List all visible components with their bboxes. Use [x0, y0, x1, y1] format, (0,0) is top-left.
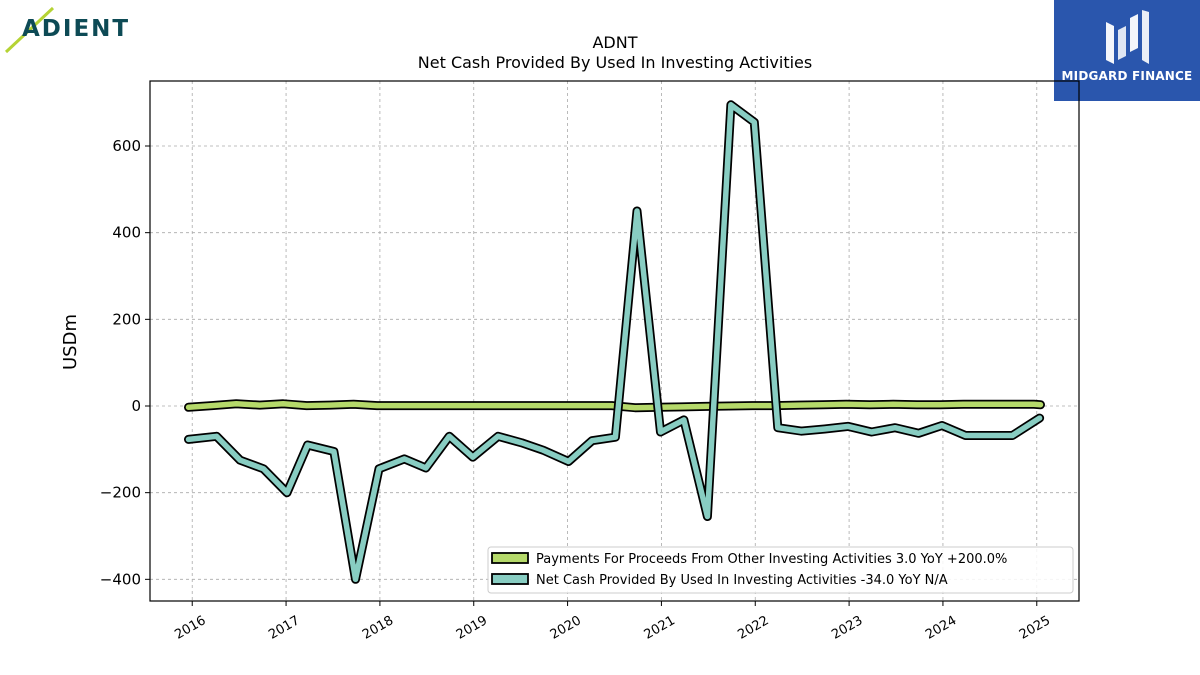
adient-slash-icon: [4, 6, 55, 54]
legend: Payments For Proceeds From Other Investi…: [487, 546, 1074, 594]
series-line-1: [185, 401, 1044, 411]
midgard-finance-logo: MIDGARD FINANCE: [1054, 0, 1200, 101]
legend-label-1: Payments For Proceeds From Other Investi…: [536, 552, 1007, 567]
chart-title: ADNT: [592, 33, 637, 52]
legend-box: [487, 546, 1074, 594]
y-tick-label: −200: [100, 484, 141, 502]
y-tick-label: 200: [112, 310, 141, 328]
y-tick-label: 0: [131, 397, 141, 415]
series-outline-2: [184, 100, 1045, 584]
legend-label-2: Net Cash Provided By Used In Investing A…: [536, 573, 948, 588]
y-axis-label: USDm: [60, 314, 81, 370]
x-axis-ticks: 2016 2017 2018 2019 2020 2021 2022 2023 2024 2025: [172, 601, 1053, 643]
plot-frame: [149, 80, 1080, 602]
x-tick-label: 2019: [454, 613, 490, 643]
y-axis-ticks: −400 −200 0 200 400 600: [100, 137, 150, 588]
adient-logo-text: ADIENT: [22, 16, 131, 42]
midgard-emblem-icon: [1106, 10, 1149, 64]
x-tick-label: 2022: [735, 613, 771, 643]
legend-swatch-1: [491, 552, 529, 564]
grid: [150, 81, 1079, 601]
x-tick-label: 2021: [642, 613, 678, 643]
chart-subtitle: Net Cash Provided By Used In Investing A…: [418, 53, 812, 72]
x-tick-label: 2016: [172, 613, 208, 643]
x-tick-label: 2025: [1017, 613, 1053, 643]
y-tick-label: −400: [100, 570, 141, 588]
y-tick-label: 400: [112, 224, 141, 242]
legend-swatch-2: [491, 573, 529, 585]
adient-logo: ADIENT: [0, 0, 140, 60]
midgard-finance-text: MIDGARD FINANCE: [1061, 69, 1193, 83]
y-tick-label: 600: [112, 137, 141, 155]
x-tick-label: 2023: [829, 613, 865, 643]
x-tick-label: 2017: [266, 613, 302, 643]
x-tick-label: 2018: [360, 613, 396, 643]
x-tick-label: 2024: [923, 613, 959, 643]
x-tick-label: 2020: [548, 613, 584, 643]
series-lines: [184, 100, 1045, 584]
series-line-2: [185, 102, 1043, 583]
